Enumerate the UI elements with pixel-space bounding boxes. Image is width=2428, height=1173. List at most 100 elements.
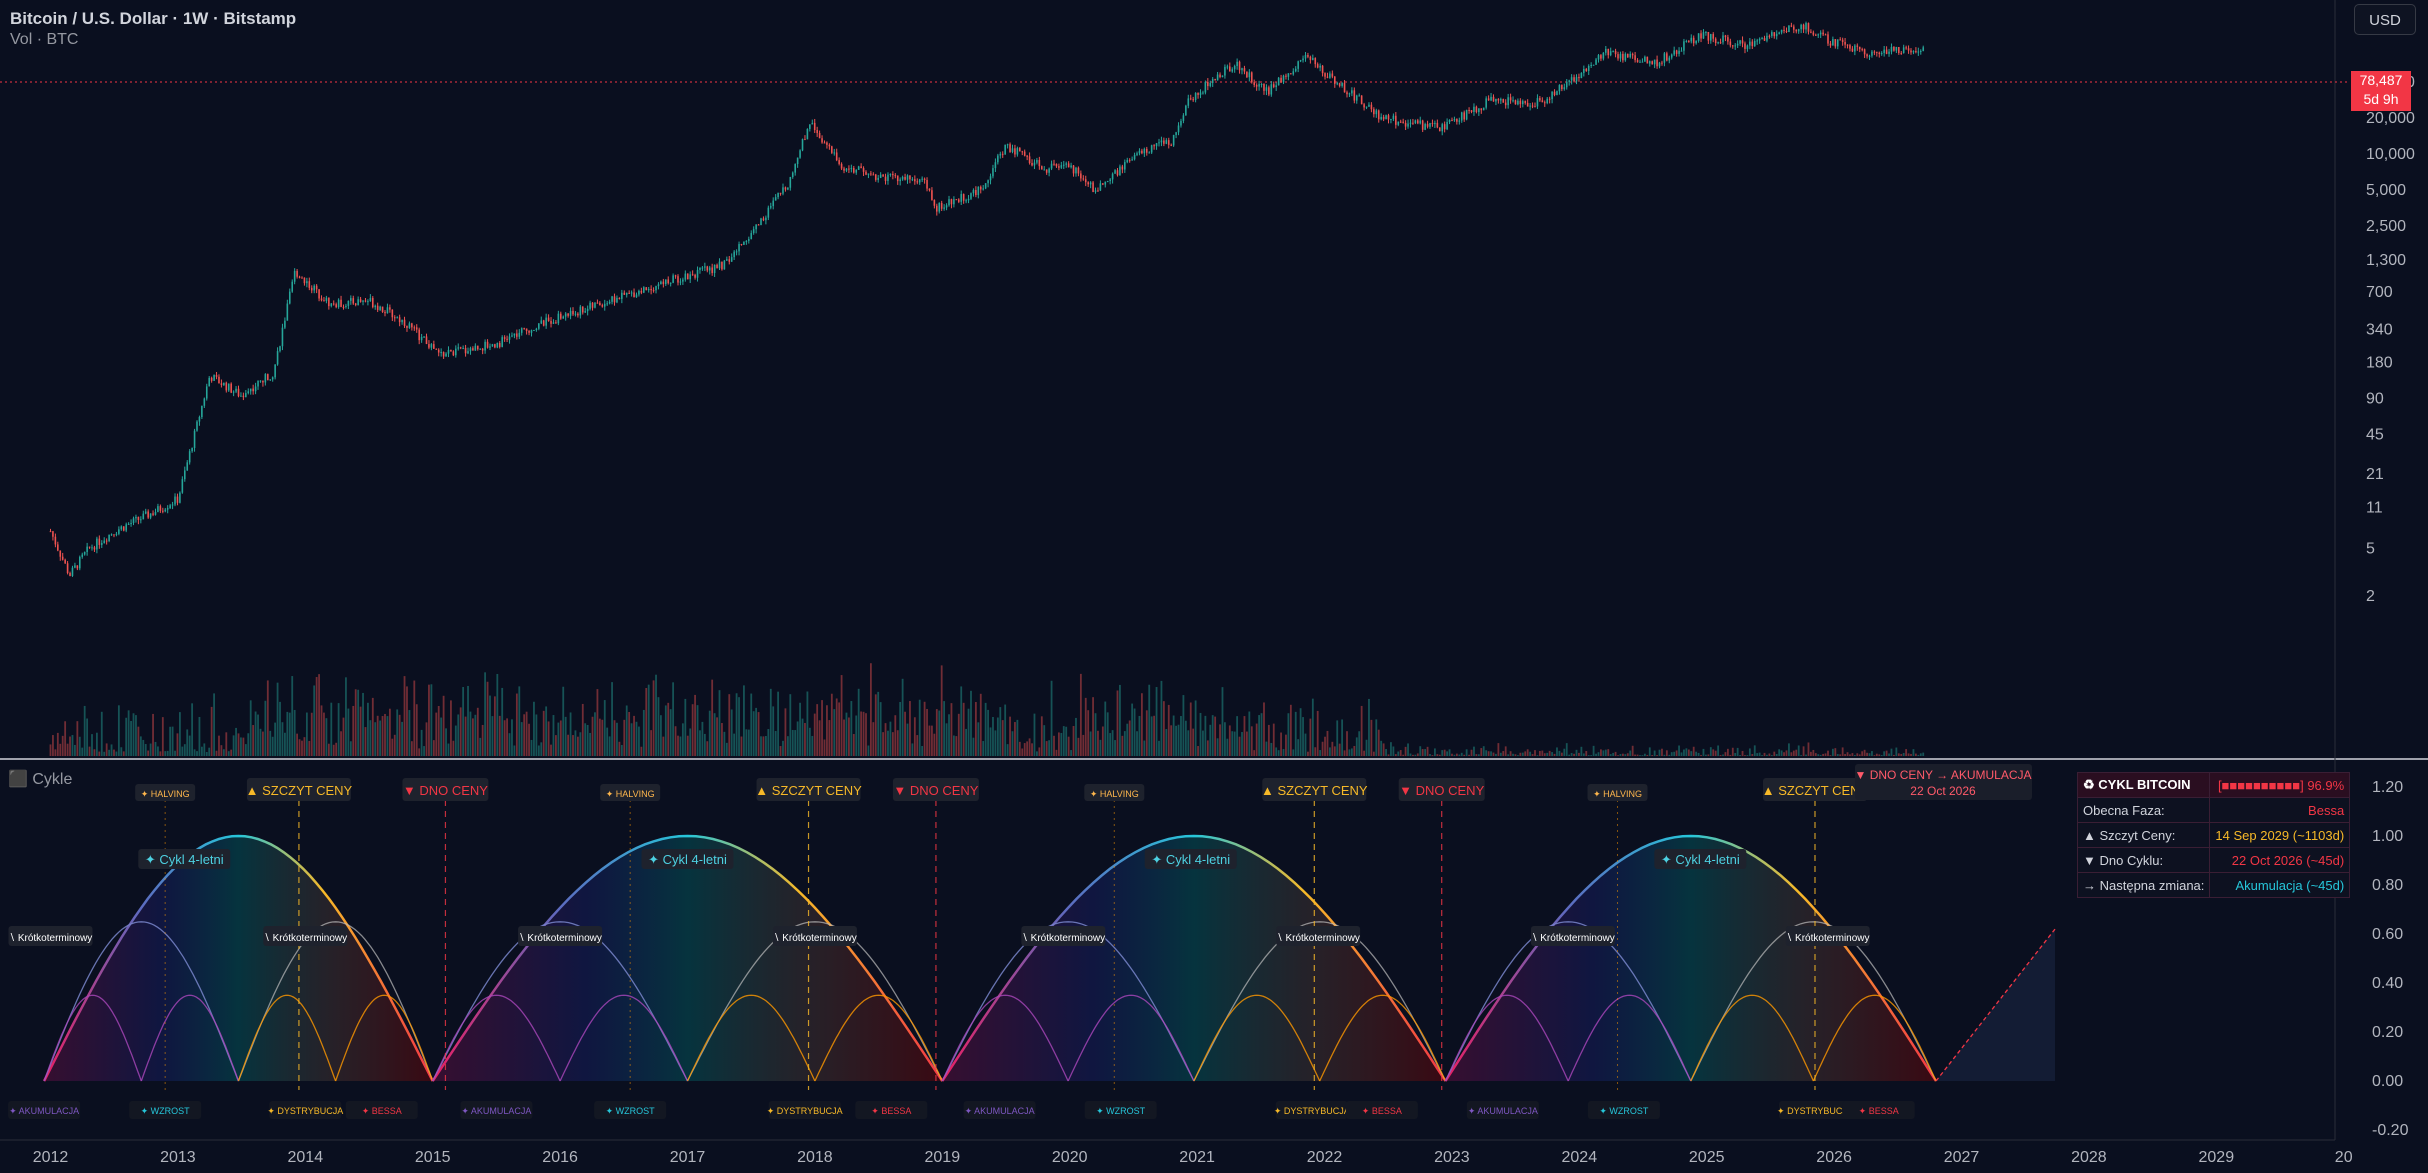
candle-body bbox=[347, 300, 350, 306]
candle-body bbox=[706, 266, 709, 271]
volume-bar bbox=[1172, 715, 1175, 756]
candle-body bbox=[259, 380, 262, 382]
volume-bar bbox=[928, 725, 931, 756]
volume-bar bbox=[979, 693, 982, 756]
candle-body bbox=[169, 505, 171, 509]
candle-body bbox=[374, 305, 377, 308]
volume-bar bbox=[1541, 750, 1544, 756]
candle-body bbox=[1333, 76, 1336, 84]
candle-body bbox=[577, 313, 579, 316]
volume-bar bbox=[557, 722, 560, 756]
candle-body bbox=[757, 224, 760, 226]
volume-bar bbox=[435, 712, 438, 756]
candle-body bbox=[1771, 32, 1773, 36]
volume-bar bbox=[1885, 750, 1888, 756]
volume-bar bbox=[1265, 741, 1268, 756]
volume-bar bbox=[696, 705, 699, 756]
volume-bar bbox=[1451, 753, 1453, 756]
candle-body bbox=[955, 199, 958, 201]
volume-bar bbox=[784, 708, 787, 756]
candle-body bbox=[1058, 166, 1060, 168]
candle-body bbox=[1314, 58, 1317, 65]
quarter-cycle-line bbox=[432, 994, 561, 1082]
candle-body bbox=[977, 186, 980, 196]
volume-bar bbox=[347, 708, 350, 756]
time-tick-label: 20 bbox=[2335, 1149, 2353, 1166]
volume-bar bbox=[1602, 750, 1605, 756]
curve-tag-bg bbox=[772, 926, 857, 946]
candle-body bbox=[1863, 49, 1866, 55]
candle-body bbox=[1272, 84, 1275, 88]
price-tick-label: 2 bbox=[2366, 588, 2375, 605]
candle-body bbox=[1854, 45, 1856, 52]
phase-tag-bg bbox=[1778, 1101, 1851, 1119]
volume-bar bbox=[1263, 702, 1265, 756]
volume-bar bbox=[1653, 750, 1656, 756]
candle-body bbox=[445, 353, 447, 357]
candle-body bbox=[943, 207, 945, 209]
volume-bar bbox=[1763, 752, 1766, 756]
volume-bar bbox=[1731, 747, 1734, 756]
bottom-marker-label: ▼ DNO CENY bbox=[893, 783, 978, 798]
volume-bar bbox=[1338, 743, 1341, 756]
candle-body bbox=[88, 546, 91, 548]
volume-bar bbox=[1546, 752, 1549, 756]
volume-bar bbox=[415, 704, 418, 756]
candle-body bbox=[1124, 162, 1126, 170]
candle-body bbox=[530, 330, 533, 333]
candle-body bbox=[489, 346, 491, 348]
volume-bar bbox=[1026, 741, 1029, 756]
candle-body bbox=[105, 540, 108, 542]
volume-bar bbox=[574, 730, 577, 756]
time-tick-label: 2025 bbox=[1689, 1149, 1725, 1166]
time-tick-label: 2018 bbox=[797, 1149, 833, 1166]
candle-body bbox=[398, 317, 401, 323]
candle-body bbox=[564, 313, 567, 317]
volume-bar bbox=[393, 734, 396, 756]
volume-bar bbox=[699, 730, 701, 756]
price-tick-label: 90 bbox=[2366, 391, 2384, 408]
candle-body bbox=[379, 306, 381, 310]
candle-body bbox=[1714, 38, 1717, 44]
candle-body bbox=[621, 292, 623, 299]
candle-body bbox=[208, 377, 211, 387]
volume-bar bbox=[88, 746, 91, 756]
volume-bar bbox=[762, 736, 765, 756]
candle-body bbox=[1688, 40, 1690, 42]
candle-body bbox=[1114, 170, 1116, 174]
price-tick-label: 700 bbox=[2366, 284, 2393, 301]
volume-bar bbox=[1192, 728, 1195, 756]
price-tick-label: 180 bbox=[2366, 355, 2393, 372]
volume-bar bbox=[398, 714, 401, 756]
volume-bar bbox=[957, 713, 960, 756]
candle-body bbox=[49, 531, 52, 533]
volume-bar bbox=[1709, 747, 1712, 756]
indicator-legend[interactable]: ⬛ Cykle bbox=[8, 771, 73, 788]
candle-body bbox=[296, 270, 298, 277]
volume-bar bbox=[401, 721, 403, 756]
phase-label: ✦ AKUMULACJA bbox=[1468, 1106, 1538, 1116]
currency-button[interactable]: USD bbox=[2354, 4, 2416, 35]
volume-bar bbox=[647, 684, 650, 756]
marker-tag-bg bbox=[756, 778, 861, 801]
candle-body bbox=[1573, 77, 1575, 82]
volume-bar bbox=[1917, 754, 1920, 756]
candle-body bbox=[552, 322, 555, 324]
phase-label: ✦ DYSTRYBUCJA bbox=[267, 1106, 343, 1116]
candle-body bbox=[1197, 93, 1199, 95]
volume-bar bbox=[1824, 753, 1827, 756]
candle-body bbox=[1087, 182, 1089, 185]
volume-bar bbox=[1622, 753, 1624, 756]
volume-bar bbox=[503, 720, 506, 756]
volume-bar bbox=[955, 736, 958, 756]
candle-body bbox=[1353, 90, 1356, 101]
volume-bar bbox=[1092, 697, 1094, 756]
progress-bar: [■■■■■■■■■■] bbox=[2217, 777, 2304, 793]
candle-body bbox=[1915, 51, 1917, 53]
volume-bar bbox=[630, 723, 633, 756]
candle-body bbox=[647, 289, 650, 291]
candle-body bbox=[1568, 80, 1570, 82]
cycle-indicator bbox=[42, 800, 2056, 1090]
volume-bar bbox=[1675, 750, 1678, 756]
